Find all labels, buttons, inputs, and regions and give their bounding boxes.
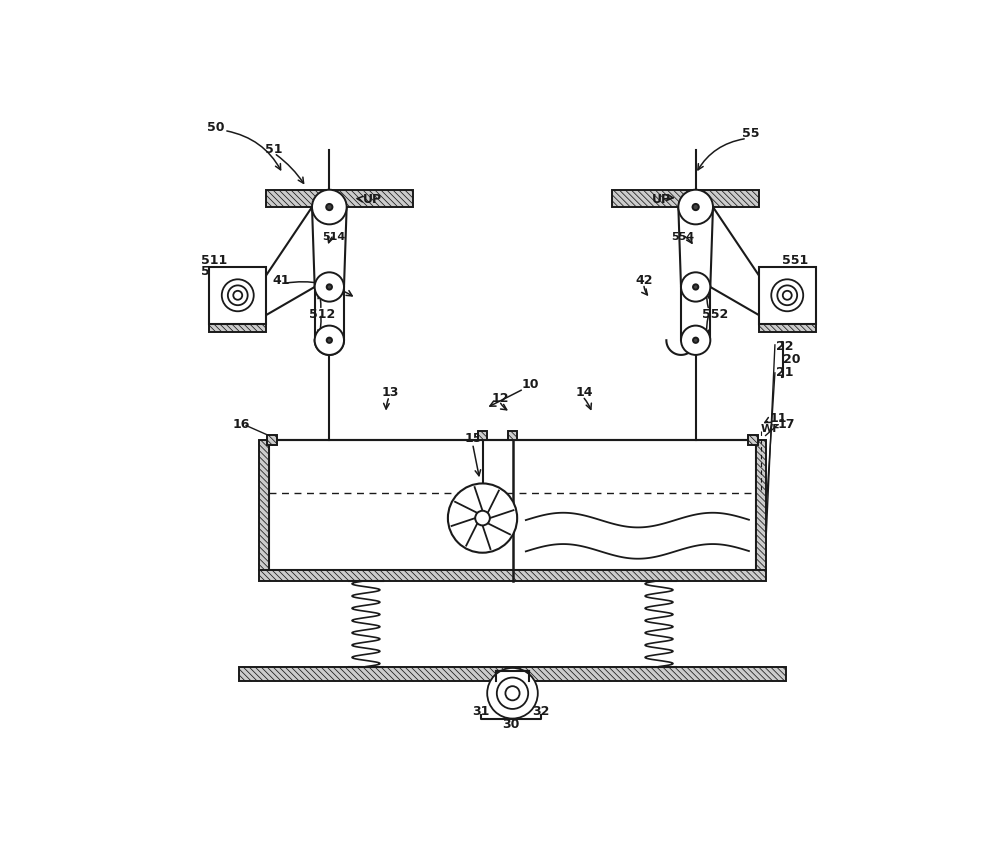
Text: 16: 16 xyxy=(232,418,249,431)
Text: WF: WF xyxy=(761,425,781,434)
Text: 20: 20 xyxy=(783,353,800,366)
Circle shape xyxy=(487,668,538,719)
Text: 31: 31 xyxy=(473,705,490,718)
Text: 10: 10 xyxy=(521,378,539,391)
Bar xyxy=(259,440,269,570)
Circle shape xyxy=(475,510,490,525)
Text: UP: UP xyxy=(363,193,382,206)
Text: 551: 551 xyxy=(782,253,809,266)
Circle shape xyxy=(681,272,710,302)
Text: DP: DP xyxy=(795,279,814,292)
Circle shape xyxy=(222,279,254,311)
Text: 13: 13 xyxy=(381,386,399,399)
Bar xyxy=(612,190,759,207)
Circle shape xyxy=(327,285,332,290)
Bar xyxy=(209,324,266,331)
Circle shape xyxy=(312,189,347,224)
Circle shape xyxy=(693,285,698,290)
Bar xyxy=(259,570,766,580)
Circle shape xyxy=(771,279,803,311)
Circle shape xyxy=(315,325,344,355)
Bar xyxy=(759,324,816,331)
Circle shape xyxy=(681,325,710,355)
Text: 41: 41 xyxy=(273,274,290,287)
Text: 12: 12 xyxy=(491,392,509,405)
Text: 513: 513 xyxy=(201,266,227,279)
Bar xyxy=(269,440,756,570)
Circle shape xyxy=(233,291,242,300)
Text: 33: 33 xyxy=(503,705,520,718)
Bar xyxy=(756,440,766,570)
Text: 40: 40 xyxy=(207,274,225,287)
Text: 512: 512 xyxy=(309,309,336,322)
Text: 554: 554 xyxy=(671,232,694,242)
Circle shape xyxy=(505,686,520,701)
Bar xyxy=(478,432,487,440)
Bar xyxy=(239,667,786,682)
Circle shape xyxy=(693,204,699,210)
Circle shape xyxy=(326,204,332,210)
Bar xyxy=(267,435,277,445)
Text: 17: 17 xyxy=(778,418,795,431)
Text: 50: 50 xyxy=(207,120,225,133)
Text: 14: 14 xyxy=(576,386,593,399)
Text: 552: 552 xyxy=(702,309,729,322)
Text: 11: 11 xyxy=(770,412,787,425)
Text: 42: 42 xyxy=(636,274,653,287)
Text: 30: 30 xyxy=(502,718,520,731)
Circle shape xyxy=(228,285,248,305)
Text: 22: 22 xyxy=(776,341,793,354)
Bar xyxy=(759,267,816,324)
Bar xyxy=(508,432,517,440)
Text: 21: 21 xyxy=(776,366,793,379)
Circle shape xyxy=(327,337,332,343)
Circle shape xyxy=(693,337,698,343)
Text: 55: 55 xyxy=(742,127,760,140)
Text: 15: 15 xyxy=(465,432,482,445)
Bar xyxy=(209,267,266,324)
Circle shape xyxy=(448,484,517,553)
Text: 514: 514 xyxy=(323,232,346,242)
Circle shape xyxy=(678,189,713,224)
Text: UP: UP xyxy=(652,193,671,206)
Circle shape xyxy=(497,677,528,709)
Circle shape xyxy=(777,285,797,305)
Circle shape xyxy=(315,272,344,302)
Text: 51: 51 xyxy=(265,143,282,156)
Text: 511: 511 xyxy=(201,253,227,266)
Circle shape xyxy=(783,291,792,300)
Text: 553: 553 xyxy=(782,266,808,279)
Bar xyxy=(748,435,758,445)
Bar xyxy=(266,190,413,207)
Text: 32: 32 xyxy=(532,705,550,718)
